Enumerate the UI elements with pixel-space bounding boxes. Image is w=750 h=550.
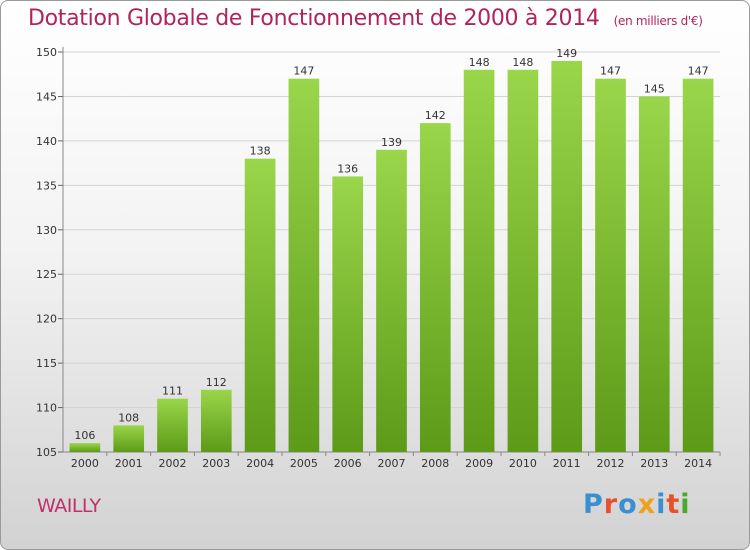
value-label-2013: 145 (644, 82, 665, 95)
chart-title-text: Dotation Globale de Fonctionnement de 20… (28, 6, 600, 31)
x-tick-label: 2008 (421, 457, 449, 470)
logo-letter: o (618, 489, 638, 520)
bar-2006 (332, 176, 364, 452)
value-label-2014: 147 (688, 65, 709, 78)
bar-2013 (638, 96, 670, 452)
value-label-2011: 149 (556, 47, 577, 60)
x-tick-label: 2003 (202, 457, 230, 470)
value-label-2008: 142 (425, 109, 446, 122)
chart-subtitle: (en milliers d'€) (613, 14, 703, 28)
value-label-2009: 148 (469, 56, 490, 69)
y-tick-label: 140 (36, 135, 57, 148)
y-tick-label: 120 (36, 313, 57, 326)
logo-letter: x (637, 489, 657, 520)
value-label-2002: 111 (162, 385, 183, 398)
bar-2010 (507, 69, 539, 453)
chart-title: Dotation Globale de Fonctionnement de 20… (28, 6, 703, 31)
bar-2005 (288, 78, 320, 453)
x-tick-label: 2005 (290, 457, 318, 470)
bar-2009 (463, 69, 495, 453)
y-tick-label: 150 (36, 46, 57, 59)
x-tick-label: 2007 (378, 457, 406, 470)
y-tick-label: 115 (36, 357, 57, 370)
value-label-2007: 139 (381, 136, 402, 149)
value-label-2010: 148 (512, 56, 533, 69)
y-tick-label: 130 (36, 224, 57, 237)
x-tick-label: 2013 (640, 457, 668, 470)
x-tick-label: 2014 (684, 457, 712, 470)
value-label-2003: 112 (206, 376, 227, 389)
bar-2007 (376, 149, 407, 452)
proxiti-logo[interactable]: Proxiti (583, 489, 691, 520)
y-tick-label: 125 (36, 268, 57, 281)
value-label-2004: 138 (250, 145, 271, 158)
value-label-2006: 136 (337, 162, 358, 175)
y-tick-label: 145 (36, 90, 57, 103)
bar-2011 (551, 60, 583, 453)
y-tick-label: 110 (36, 402, 57, 415)
data-labels: 106 108 111 112 138 147 136 139 142 148 148 149 147 1… (74, 47, 708, 442)
bar-2003 (200, 389, 232, 452)
bar-2002 (157, 398, 188, 452)
x-tick-label: 2012 (597, 457, 625, 470)
value-label-2001: 108 (118, 411, 139, 424)
commune-name: WAILLY (37, 495, 101, 517)
bar-2008 (419, 123, 451, 452)
x-tick-label: 2002 (159, 457, 187, 470)
bar-2012 (595, 78, 626, 453)
bar-2004 (244, 158, 276, 452)
bar-2014 (682, 78, 714, 453)
bar-2001 (113, 425, 145, 452)
y-tick-label: 135 (36, 179, 57, 192)
value-label-2005: 147 (293, 65, 314, 78)
logo-letter: P (583, 489, 604, 520)
x-tick-label: 2000 (71, 457, 99, 470)
y-tick-label: 105 (36, 446, 57, 459)
bars (69, 60, 714, 453)
value-label-2000: 106 (74, 429, 95, 442)
x-tick-label: 2004 (246, 457, 274, 470)
value-label-2012: 147 (600, 65, 621, 78)
logo-letter: r (603, 489, 619, 520)
axes: 105 110 115 120 125 130 135 140 145 150 2000 2001 20… (36, 46, 721, 470)
x-tick-label: 2006 (334, 457, 362, 470)
x-tick-label: 2011 (553, 457, 581, 470)
bar-2000 (69, 443, 101, 452)
logo-letter: i (656, 489, 667, 520)
logo-letter: t (666, 489, 681, 520)
logo-letter: i (680, 489, 691, 520)
x-tick-label: 2009 (465, 457, 493, 470)
x-tick-label: 2001 (115, 457, 143, 470)
x-tick-label: 2010 (509, 457, 537, 470)
